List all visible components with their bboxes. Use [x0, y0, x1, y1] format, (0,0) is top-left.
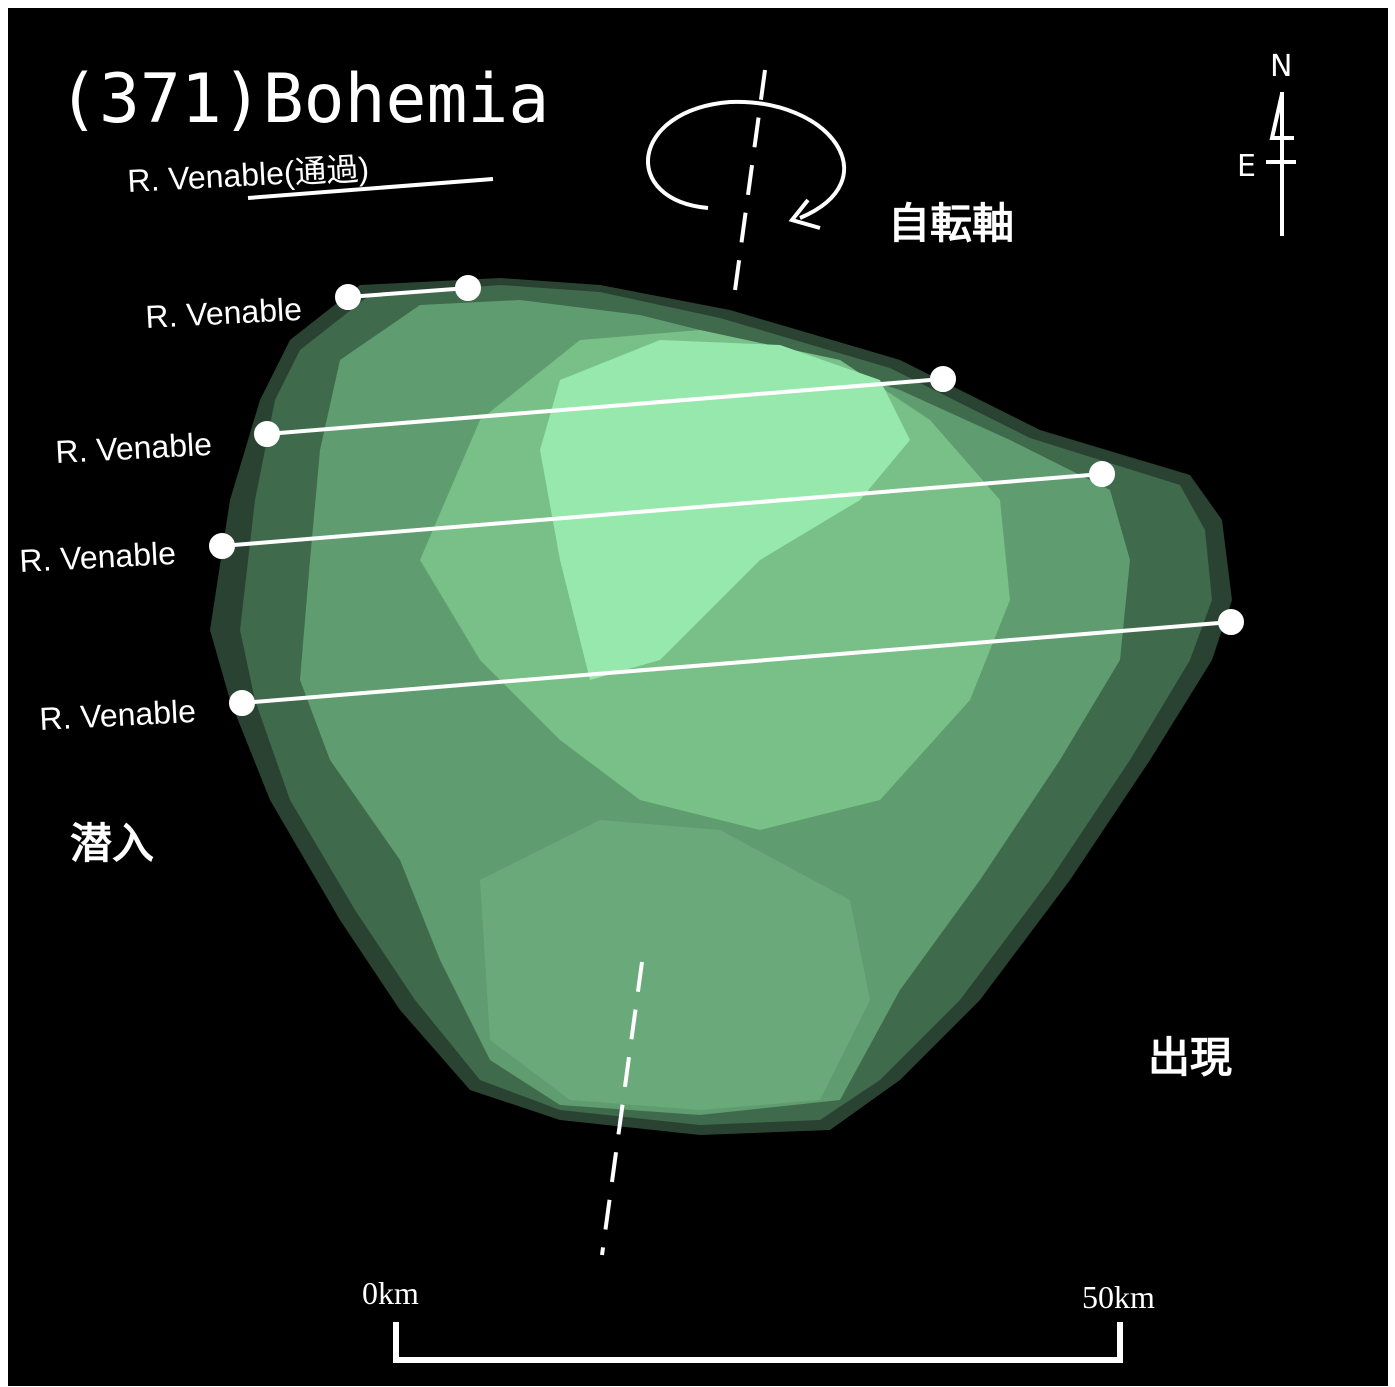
disappearance-label: 潜入	[70, 819, 154, 868]
reappearance-label: 出現	[1148, 1033, 1232, 1082]
scale-start: 0km	[362, 1275, 419, 1311]
compass-north: N	[1270, 49, 1292, 84]
rotation-axis-label: 自転軸	[888, 199, 1014, 248]
title: (371)Bohemia	[58, 60, 549, 139]
compass-east: E	[1237, 149, 1256, 184]
scale-end: 50km	[1082, 1279, 1155, 1315]
diagram: 自転軸 (371)Bohemia R. Venable(通過) R. Venab…	[0, 0, 1395, 1387]
